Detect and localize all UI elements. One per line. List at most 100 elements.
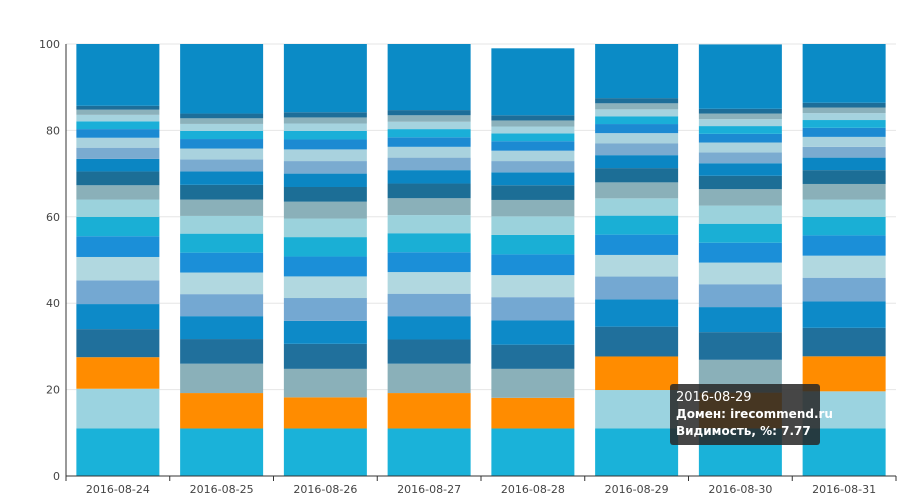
bar-segment[interactable] [595,103,679,110]
bar-segment[interactable] [283,139,367,150]
bar-segment[interactable] [180,294,264,317]
bar-segment[interactable] [802,102,886,108]
bar-segment[interactable] [595,276,679,300]
bar-segment[interactable] [76,388,160,429]
bar-segment[interactable] [595,168,679,183]
bar-segment[interactable] [387,363,471,394]
bar-segment[interactable] [283,173,367,187]
bar-segment[interactable] [595,254,679,277]
bar-segment[interactable] [180,118,264,124]
bar-segment[interactable] [491,344,575,369]
bar-stack[interactable] [387,44,471,476]
bar-segment[interactable] [802,277,886,302]
bar-segment[interactable] [491,150,575,162]
bar-segment[interactable] [802,216,886,236]
bar-segment[interactable] [802,170,886,184]
bar-segment[interactable] [698,113,782,120]
bar-segment[interactable] [491,368,575,398]
bar-segment[interactable] [76,114,160,122]
bar-segment[interactable] [387,183,471,199]
bar-segment[interactable] [76,329,160,358]
bar-segment[interactable] [76,428,160,476]
bar-segment[interactable] [802,120,886,128]
bar-segment[interactable] [491,297,575,321]
bar-segment[interactable] [283,112,367,118]
bar-segment[interactable] [387,339,471,364]
bar-segment[interactable] [180,130,264,140]
bar-segment[interactable] [283,123,367,131]
bar-segment[interactable] [283,298,367,321]
bar-segment[interactable] [283,368,367,398]
bar-segment[interactable] [698,108,782,114]
bar-segment[interactable] [387,121,471,130]
bar-stack[interactable] [595,44,679,476]
bar-segment[interactable] [76,109,160,115]
bar-segment[interactable] [491,172,575,186]
bar-segment[interactable] [698,262,782,285]
bar-segment[interactable] [595,299,679,327]
bar-segment[interactable] [802,327,886,357]
bar-segment[interactable] [180,159,264,172]
bar-segment[interactable] [595,109,679,117]
bar-segment[interactable] [387,115,471,122]
bar-segment[interactable] [283,237,367,257]
bar-segment[interactable] [180,339,264,364]
bar-segment[interactable] [283,256,367,277]
bar-segment[interactable] [491,275,575,298]
bar-stack[interactable] [180,44,264,476]
bar-segment[interactable] [595,155,679,169]
bar-segment[interactable] [802,113,886,121]
bar-stack[interactable] [283,44,367,476]
bar-segment[interactable] [180,233,264,253]
bar-segment[interactable] [76,185,160,200]
bar-segment[interactable] [180,113,264,119]
bar-segment[interactable] [491,397,575,429]
bar-segment[interactable] [802,127,886,137]
bar-segment[interactable] [802,146,886,158]
bar-segment[interactable] [180,428,264,476]
bar-segment[interactable] [180,393,264,429]
bar-segment[interactable] [698,119,782,127]
bar-segment[interactable] [76,216,160,237]
bar-segment[interactable] [283,161,367,174]
bar-segment[interactable] [180,184,264,200]
bar-segment[interactable] [180,44,264,114]
bar-segment[interactable] [283,44,367,113]
bar-segment[interactable] [802,301,886,328]
bar-segment[interactable] [180,316,264,340]
bar-segment[interactable] [76,280,160,305]
bar-segment[interactable] [283,218,367,238]
bar-segment[interactable] [387,137,471,147]
bar-stack[interactable] [491,48,575,476]
bar-segment[interactable] [76,105,160,110]
bar-segment[interactable] [802,199,886,217]
bar-segment[interactable] [595,182,679,199]
bar-segment[interactable] [76,158,160,172]
bar-segment[interactable] [595,356,679,391]
bar-segment[interactable] [595,124,679,134]
bar-segment[interactable] [387,272,471,294]
bar-segment[interactable] [698,332,782,360]
bar-segment[interactable] [76,236,160,257]
bar-segment[interactable] [76,121,160,130]
bar-segment[interactable] [802,255,886,278]
bar-segment[interactable] [180,272,264,295]
bar-segment[interactable] [491,428,575,476]
bar-segment[interactable] [595,234,679,255]
bar-segment[interactable] [76,357,160,389]
bar-stack[interactable] [802,44,886,476]
bar-segment[interactable] [595,116,679,125]
bar-segment[interactable] [698,242,782,263]
bar-segment[interactable] [180,363,264,394]
bar-segment[interactable] [491,199,575,217]
bar-segment[interactable] [698,133,782,143]
bar-segment[interactable] [491,48,575,116]
bar-segment[interactable] [491,120,575,127]
bar-segment[interactable] [387,146,471,158]
bar-segment[interactable] [491,254,575,276]
bar-segment[interactable] [76,171,160,186]
bar-segment[interactable] [595,133,679,144]
bar-segment[interactable] [76,44,160,106]
bar-segment[interactable] [595,326,679,357]
bar-segment[interactable] [698,189,782,206]
